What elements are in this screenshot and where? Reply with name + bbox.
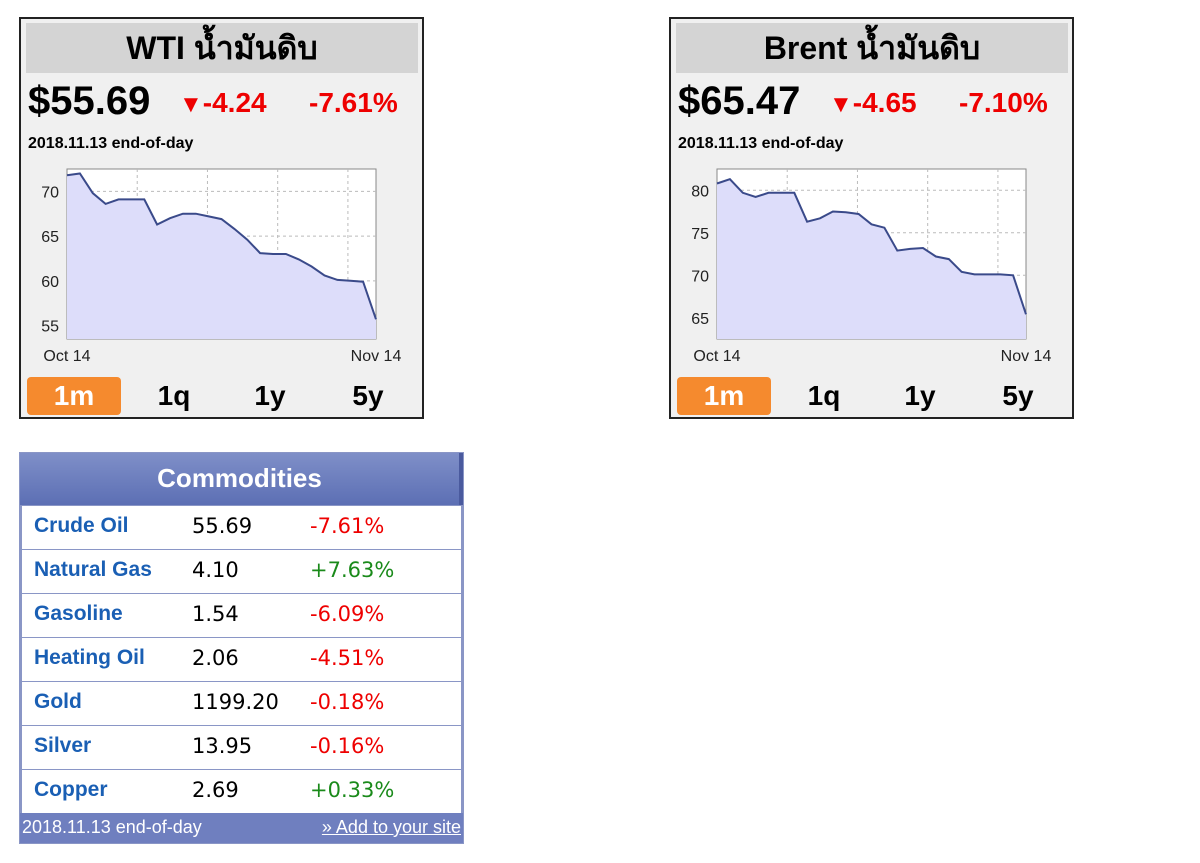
wti-price-chart: 55 60 65 70 Oct 14 Nov 14 — [41, 168, 402, 365]
brent-ytick-label: 70 — [691, 268, 709, 285]
commodity-value: 1.54 — [192, 602, 239, 626]
commodity-name[interactable]: Natural Gas — [34, 558, 152, 581]
brent-area-fill — [717, 179, 1026, 339]
commodity-name[interactable]: Crude Oil — [34, 514, 129, 537]
wti-area-fill — [67, 173, 376, 339]
brent-change: ▼-4.65 — [829, 85, 917, 123]
wti-widget: WTI น้ำมันดิบ $55.69 ▼-4.24 -7.61% 2018.… — [19, 17, 424, 419]
wti-range-1m[interactable]: 1m — [27, 377, 121, 415]
brent-ytick-label: 75 — [691, 226, 709, 243]
wti-date: 2018.11.13 end-of-day — [28, 135, 194, 152]
table-row: Silver 13.95 -0.16% — [20, 725, 463, 769]
wti-percent: -7.61% — [309, 87, 398, 118]
brent-range-5y[interactable]: 5y — [1002, 380, 1034, 411]
table-row: Gold 1199.20 -0.18% — [20, 681, 463, 725]
table-row: Natural Gas 4.10 +7.63% — [20, 549, 463, 593]
wti-ytick-label: 65 — [41, 229, 59, 246]
brent-date: 2018.11.13 end-of-day — [678, 135, 844, 152]
commodity-change: -0.16% — [310, 734, 385, 758]
down-arrow-icon: ▼ — [829, 91, 853, 118]
wti-xtick-label: Oct 14 — [43, 348, 90, 365]
commodity-name[interactable]: Heating Oil — [34, 646, 145, 669]
table-row: Copper 2.69 +0.33% — [20, 769, 463, 813]
commodities-title: Commodities — [20, 453, 463, 505]
wti-range-1q[interactable]: 1q — [157, 380, 191, 411]
wti-title: WTI น้ำมันดิบ — [26, 23, 418, 73]
brent-price: $65.47 — [678, 79, 801, 123]
wti-ytick-label: 60 — [41, 274, 59, 291]
commodity-change: -4.51% — [310, 646, 385, 670]
brent-title: Brent น้ำมันดิบ — [676, 23, 1068, 73]
brent-price-line — [716, 178, 1027, 315]
wti-price: $55.69 — [28, 79, 151, 123]
brent-range-1q[interactable]: 1q — [807, 380, 841, 411]
commodity-name[interactable]: Gold — [34, 690, 82, 713]
commodity-value: 1199.20 — [192, 690, 279, 714]
commodity-change: -7.61% — [310, 514, 385, 538]
wti-range-1y[interactable]: 1y — [254, 380, 286, 411]
brent-range-1m[interactable]: 1m — [677, 377, 771, 415]
commodity-name[interactable]: Gasoline — [34, 602, 123, 625]
add-to-site-link[interactable]: » Add to your site — [321, 817, 461, 837]
commodity-value: 2.06 — [192, 646, 239, 670]
commodity-change: +0.33% — [310, 778, 395, 802]
commodity-value: 4.10 — [192, 558, 239, 582]
table-row: Gasoline 1.54 -6.09% — [20, 593, 463, 637]
commodities-date: 2018.11.13 end-of-day — [22, 817, 202, 837]
commodity-change: -0.18% — [310, 690, 385, 714]
brent-percent: -7.10% — [959, 87, 1048, 118]
wti-change: ▼-4.24 — [179, 85, 267, 123]
commodities-footer: 2018.11.13 end-of-day » Add to your site — [20, 813, 463, 843]
wti-price-line — [66, 172, 377, 320]
commodity-value: 13.95 — [192, 734, 253, 758]
brent-xtick-label: Oct 14 — [693, 348, 740, 365]
commodity-value: 55.69 — [192, 514, 253, 538]
brent-range-tabs: 1m 1q 1y 5y — [677, 377, 1069, 415]
brent-xtick-label: Nov 14 — [1001, 348, 1052, 365]
wti-change-value: -4.24 — [202, 87, 267, 118]
down-arrow-icon: ▼ — [179, 91, 203, 118]
brent-widget: Brent น้ำมันดิบ $65.47 ▼-4.65 -7.10% 201… — [669, 17, 1074, 419]
brent-ytick-label: 65 — [691, 311, 709, 328]
brent-range-1y[interactable]: 1y — [904, 380, 936, 411]
wti-ytick-label: 55 — [41, 319, 59, 336]
commodity-change: +7.63% — [310, 558, 395, 582]
commodity-name[interactable]: Silver — [34, 734, 92, 757]
wti-xtick-label: Nov 14 — [351, 348, 402, 365]
brent-ytick-label: 80 — [691, 183, 709, 200]
wti-range-5y[interactable]: 5y — [352, 380, 384, 411]
brent-change-value: -4.65 — [852, 87, 917, 118]
brent-price-chart: 65 70 75 80 Oct 14 Nov 14 — [691, 168, 1052, 365]
table-row: Crude Oil 55.69 -7.61% — [20, 505, 463, 549]
table-row: Heating Oil 2.06 -4.51% — [20, 637, 463, 681]
commodities-table: Commodities Crude Oil 55.69 -7.61% Natur… — [19, 452, 464, 844]
commodity-value: 2.69 — [192, 778, 239, 802]
wti-range-tabs: 1m 1q 1y 5y — [27, 377, 419, 415]
commodity-name[interactable]: Copper — [34, 778, 108, 801]
wti-ytick-label: 70 — [41, 184, 59, 201]
commodity-change: -6.09% — [310, 602, 385, 626]
